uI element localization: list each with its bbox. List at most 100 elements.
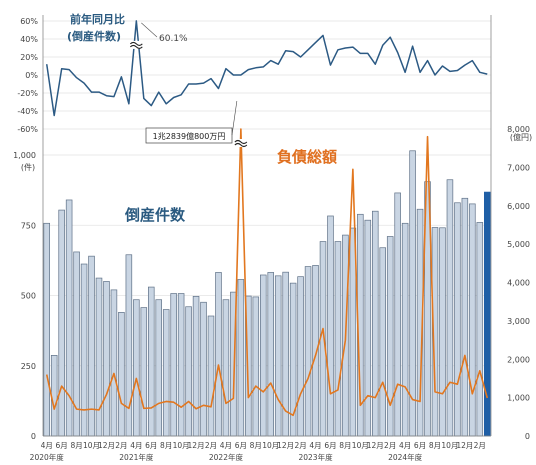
count-bar xyxy=(177,293,185,437)
debt-axis-unit: (億円) xyxy=(510,132,532,142)
debt-break-box xyxy=(145,127,233,144)
count-bar xyxy=(372,210,379,437)
count-series-label: 倒産件数 xyxy=(124,206,186,224)
debt-break-leader xyxy=(231,100,238,136)
debt-tick-label: 5,000 xyxy=(507,240,530,249)
count-bar xyxy=(185,306,192,437)
debt-tick-label: 6,000 xyxy=(507,202,530,211)
x-month-label: 2月 xyxy=(294,441,306,450)
count-bar xyxy=(484,191,491,437)
debt-series-label: 負債総額 xyxy=(277,148,337,166)
debt-tick-label: 2,000 xyxy=(507,355,530,364)
count-tick-label: 1,000 xyxy=(13,151,36,160)
count-bar xyxy=(192,295,200,437)
yoy-peak-leader xyxy=(141,22,158,38)
yoy-tick-label: -60% xyxy=(17,125,38,134)
yoy-tick-label: -40% xyxy=(17,107,38,116)
debt-line-group xyxy=(45,128,489,417)
count-bar xyxy=(260,274,267,437)
x-year-label: 2020年度 xyxy=(30,452,65,462)
x-month-label: 8月 xyxy=(250,441,262,450)
x-month-label: 10月 xyxy=(352,441,369,450)
count-bar xyxy=(274,275,282,437)
count-bar xyxy=(454,202,461,437)
x-month-label: 4月 xyxy=(41,441,53,450)
count-bar xyxy=(394,192,401,437)
count-bar xyxy=(297,276,304,437)
count-bar xyxy=(439,227,446,437)
x-month-label: 10月 xyxy=(173,441,190,450)
count-tick-label: 750 xyxy=(21,221,36,230)
yoy-tick-label: -20% xyxy=(17,89,38,98)
yoy-tick-label: 60% xyxy=(20,17,38,26)
count-bar xyxy=(58,209,65,437)
yoy-tick-label: 20% xyxy=(20,53,38,62)
x-month-label: 8月 xyxy=(339,441,351,450)
count-axis-unit: (件) xyxy=(21,162,35,172)
x-month-label: 6月 xyxy=(235,441,247,450)
bars-group xyxy=(43,150,491,437)
count-bar xyxy=(267,272,274,437)
x-month-label: 8月 xyxy=(160,441,172,450)
count-bar xyxy=(140,307,148,437)
debt-break-label: 1兆2839億800万円 xyxy=(153,131,226,141)
x-month-label: 6月 xyxy=(324,441,336,450)
count-bar xyxy=(469,203,476,437)
yoy-break-mark xyxy=(129,41,143,49)
x-month-label: 2月 xyxy=(115,441,127,450)
x-month-label: 10月 xyxy=(262,441,279,450)
x-month-label: 10月 xyxy=(83,441,100,450)
count-bar xyxy=(379,247,386,437)
count-bar xyxy=(207,315,215,437)
count-bar xyxy=(222,299,230,437)
debt-tick-label: 3,000 xyxy=(507,317,530,326)
count-bar xyxy=(401,222,409,437)
x-month-label: 8月 xyxy=(70,441,82,450)
x-month-label: 12月 xyxy=(456,441,473,450)
x-month-label: 2月 xyxy=(205,441,217,450)
count-bar xyxy=(304,266,312,437)
debt-tick-label: 7,000 xyxy=(507,163,530,172)
x-month-label: 12月 xyxy=(277,441,294,450)
x-year-label: 2021年度 xyxy=(119,452,154,462)
count-bar xyxy=(215,272,222,437)
x-month-label: 4月 xyxy=(220,441,232,450)
yoy-tick-label: 40% xyxy=(20,35,38,44)
x-month-label: 12月 xyxy=(367,441,384,450)
x-month-label: 6月 xyxy=(145,441,157,450)
x-month-label: 4月 xyxy=(399,441,411,450)
x-month-label: 4月 xyxy=(130,441,142,450)
yoy-title: 前年同月比 xyxy=(70,12,125,26)
count-bar xyxy=(349,227,357,437)
x-month-label: 4月 xyxy=(309,441,321,450)
x-year-label: 2023年度 xyxy=(298,452,333,462)
count-bar xyxy=(133,299,140,437)
count-bar xyxy=(327,215,334,437)
count-bar xyxy=(476,222,484,437)
count-bar xyxy=(110,289,118,437)
count-bar xyxy=(170,293,177,437)
count-bar xyxy=(446,179,454,437)
count-bar xyxy=(103,281,110,437)
count-bar xyxy=(252,296,260,437)
count-bar xyxy=(461,197,469,437)
count-bar xyxy=(237,279,245,437)
count-bar xyxy=(162,309,170,437)
yoy-break-mark-bg xyxy=(130,40,143,49)
x-year-label: 2022年度 xyxy=(209,452,244,462)
x-month-label: 2月 xyxy=(474,441,486,450)
yoy-peak-label: 60.1% xyxy=(159,34,188,44)
debt-tick-label: 8,000 xyxy=(507,125,530,134)
count-bar xyxy=(155,299,162,437)
count-bar xyxy=(409,150,416,437)
count-bar xyxy=(148,286,155,437)
count-tick-label: 0 xyxy=(31,432,36,441)
count-bar xyxy=(50,355,58,437)
debt-tick-label: 4,000 xyxy=(507,279,530,288)
count-bar xyxy=(200,301,207,437)
count-bar xyxy=(118,312,125,437)
axes-group: 60% 40% 20% 0% -20% -40% -60% 1,000 750 500 250 0 (件… xyxy=(13,15,532,462)
yoy-tick-label: 0% xyxy=(25,71,38,80)
yoy-subtitle: (倒産件数) xyxy=(67,29,121,43)
